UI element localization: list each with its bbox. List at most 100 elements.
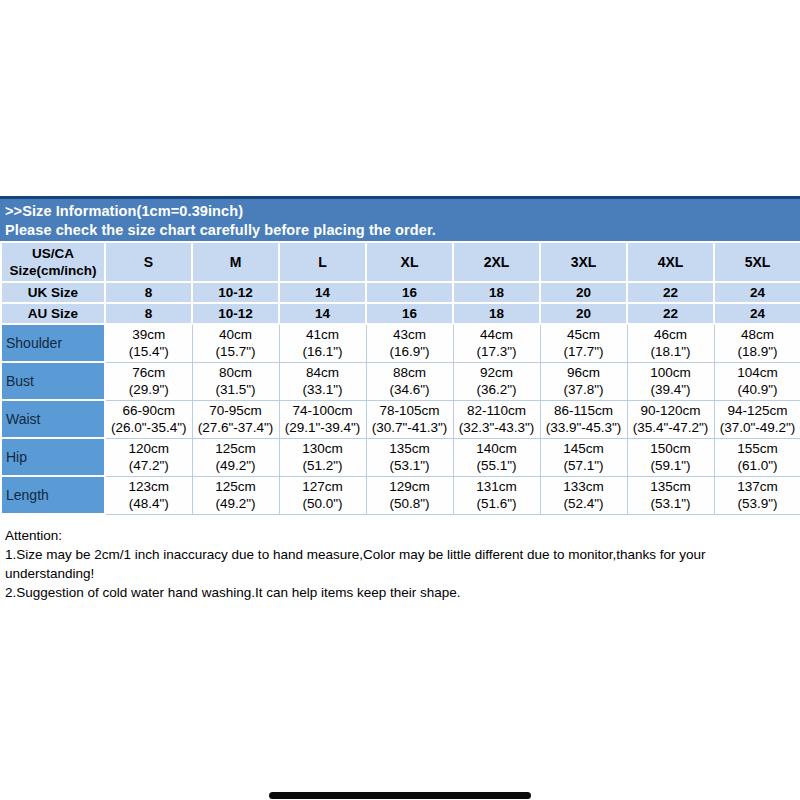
measure-row-length: Length123cm(48.4")125cm(49.2")127cm(50.0… (1, 476, 800, 514)
size-chart-table: US/CA Size(cm/inch) SMLXL2XL3XL4XL5XL UK… (0, 241, 800, 515)
measurement-inch: (53.1") (650, 496, 690, 511)
measurement-cm: 145cm (563, 441, 604, 456)
home-indicator (269, 792, 531, 799)
size-col-header-s: S (105, 242, 192, 282)
size-value-cell: 18 (453, 303, 540, 324)
measurement-cm: 140cm (476, 441, 517, 456)
measurement-cm: 41cm (306, 327, 339, 342)
measurement-cm: 129cm (389, 479, 430, 494)
measurement-inch: (37.8") (563, 382, 603, 397)
measure-row-label: Length (1, 476, 105, 514)
measurement-inch: (35.4"-47.2") (633, 420, 709, 435)
measurement-cm: 125cm (215, 479, 256, 494)
size-value-cell: 22 (627, 282, 714, 303)
measurement-inch: (48.4") (129, 496, 169, 511)
measurement-inch: (37.0"-49.2") (720, 420, 796, 435)
measurement-inch: (17.7") (563, 344, 603, 359)
measurement-inch: (57.1") (563, 458, 603, 473)
measurement-inch: (26.0"-35.4") (111, 420, 187, 435)
measurement-cm: 44cm (480, 327, 513, 342)
measurement-cm: 133cm (563, 479, 604, 494)
size-col-header-xl: XL (366, 242, 453, 282)
size-col-header-3xl: 3XL (540, 242, 627, 282)
measurement-cell: 44cm(17.3") (453, 324, 540, 362)
size-row-uk-size: UK Size810-12141618202224 (1, 282, 800, 303)
measurement-cm: 88cm (393, 365, 426, 380)
measurement-cm: 123cm (128, 479, 169, 494)
measurement-inch: (36.2") (476, 382, 516, 397)
measurement-cm: 125cm (215, 441, 256, 456)
measurement-inch: (61.0") (737, 458, 777, 473)
measurement-cell: 84cm(33.1") (279, 362, 366, 400)
measurement-cm: 96cm (567, 365, 600, 380)
measurement-cm: 104cm (737, 365, 778, 380)
measurement-inch: (31.5") (215, 382, 255, 397)
measurement-inch: (50.0") (302, 496, 342, 511)
corner-header-cell: US/CA Size(cm/inch) (1, 242, 105, 282)
attention-section: Attention: 1.Size may be 2cm/1 inch inac… (5, 526, 797, 602)
measurement-inch: (51.6") (476, 496, 516, 511)
measurement-cell: 46cm(18.1") (627, 324, 714, 362)
measurement-inch: (32.3"-43.3") (459, 420, 535, 435)
measurement-cell: 88cm(34.6") (366, 362, 453, 400)
measurement-cm: 80cm (219, 365, 252, 380)
measure-row-waist: Waist66-90cm(26.0"-35.4")70-95cm(27.6"-3… (1, 400, 800, 438)
size-col-header-l: L (279, 242, 366, 282)
measurement-cell: 39cm(15.4") (105, 324, 192, 362)
measurement-cell: 40cm(15.7") (192, 324, 279, 362)
size-col-header-4xl: 4XL (627, 242, 714, 282)
measurement-inch: (16.9") (389, 344, 429, 359)
measurement-cm: 46cm (654, 327, 687, 342)
measurement-cm: 45cm (567, 327, 600, 342)
measurement-inch: (59.1") (650, 458, 690, 473)
measurement-inch: (47.2") (129, 458, 169, 473)
measurement-cm: 40cm (219, 327, 252, 342)
measurement-cell: 48cm(18.9") (714, 324, 800, 362)
measurement-inch: (30.7"-41.3") (372, 420, 448, 435)
measurement-cell: 90-120cm (35.4"-47.2") (627, 400, 714, 438)
measurement-cm: 74-100cm (292, 403, 352, 418)
measurement-cm: 70-95cm (209, 403, 262, 418)
measure-row-label: Bust (1, 362, 105, 400)
measurement-cell: 131cm(51.6") (453, 476, 540, 514)
banner-title: >>Size Information(1cm=0.39inch) (5, 202, 794, 221)
measurement-cell: 129cm(50.8") (366, 476, 453, 514)
measurement-cell: 41cm(16.1") (279, 324, 366, 362)
measurement-cell: 45cm (17.7") (540, 324, 627, 362)
measurement-inch: (53.1") (389, 458, 429, 473)
measurement-cell: 76cm(29.9") (105, 362, 192, 400)
measurement-cell: 155cm(61.0") (714, 438, 800, 476)
size-value-cell: 20 (540, 282, 627, 303)
attention-note-1: 1.Size may be 2cm/1 inch inaccuracy due … (5, 545, 797, 583)
measurement-cell: 133cm(52.4") (540, 476, 627, 514)
measurement-cell: 135cm(53.1") (366, 438, 453, 476)
size-value-cell: 8 (105, 282, 192, 303)
measurement-inch: (27.6"-37.4") (198, 420, 274, 435)
measurement-cell: 125cm(49.2") (192, 438, 279, 476)
attention-title: Attention: (5, 526, 797, 545)
size-value-cell: 20 (540, 303, 627, 324)
measurement-cell: 94-125cm(37.0"-49.2") (714, 400, 800, 438)
size-value-cell: 10-12 (192, 303, 279, 324)
size-header-row: US/CA Size(cm/inch) SMLXL2XL3XL4XL5XL (1, 242, 800, 282)
measurement-inch: (51.2") (302, 458, 342, 473)
measurement-cell: 145cm (57.1") (540, 438, 627, 476)
size-row-label: AU Size (1, 303, 105, 324)
measurement-cell: 130cm(51.2") (279, 438, 366, 476)
measurement-cell: 123cm (48.4") (105, 476, 192, 514)
corner-header-line1: US/CA (32, 246, 74, 261)
measurement-cm: 100cm (650, 365, 691, 380)
measurement-cell: 125cm(49.2") (192, 476, 279, 514)
measurement-cell: 120cm(47.2") (105, 438, 192, 476)
measurement-cell: 70-95cm (27.6"-37.4") (192, 400, 279, 438)
size-col-header-2xl: 2XL (453, 242, 540, 282)
size-value-cell: 24 (714, 303, 800, 324)
measurement-cm: 135cm (650, 479, 691, 494)
size-value-cell: 16 (366, 282, 453, 303)
size-row-au-size: AU Size810-12141618202224 (1, 303, 800, 324)
measurement-cm: 90-120cm (640, 403, 700, 418)
measurement-cm: 76cm (132, 365, 165, 380)
measurement-cell: 150cm(59.1") (627, 438, 714, 476)
measurement-cell: 104cm (40.9") (714, 362, 800, 400)
measurement-inch: (40.9") (737, 382, 777, 397)
